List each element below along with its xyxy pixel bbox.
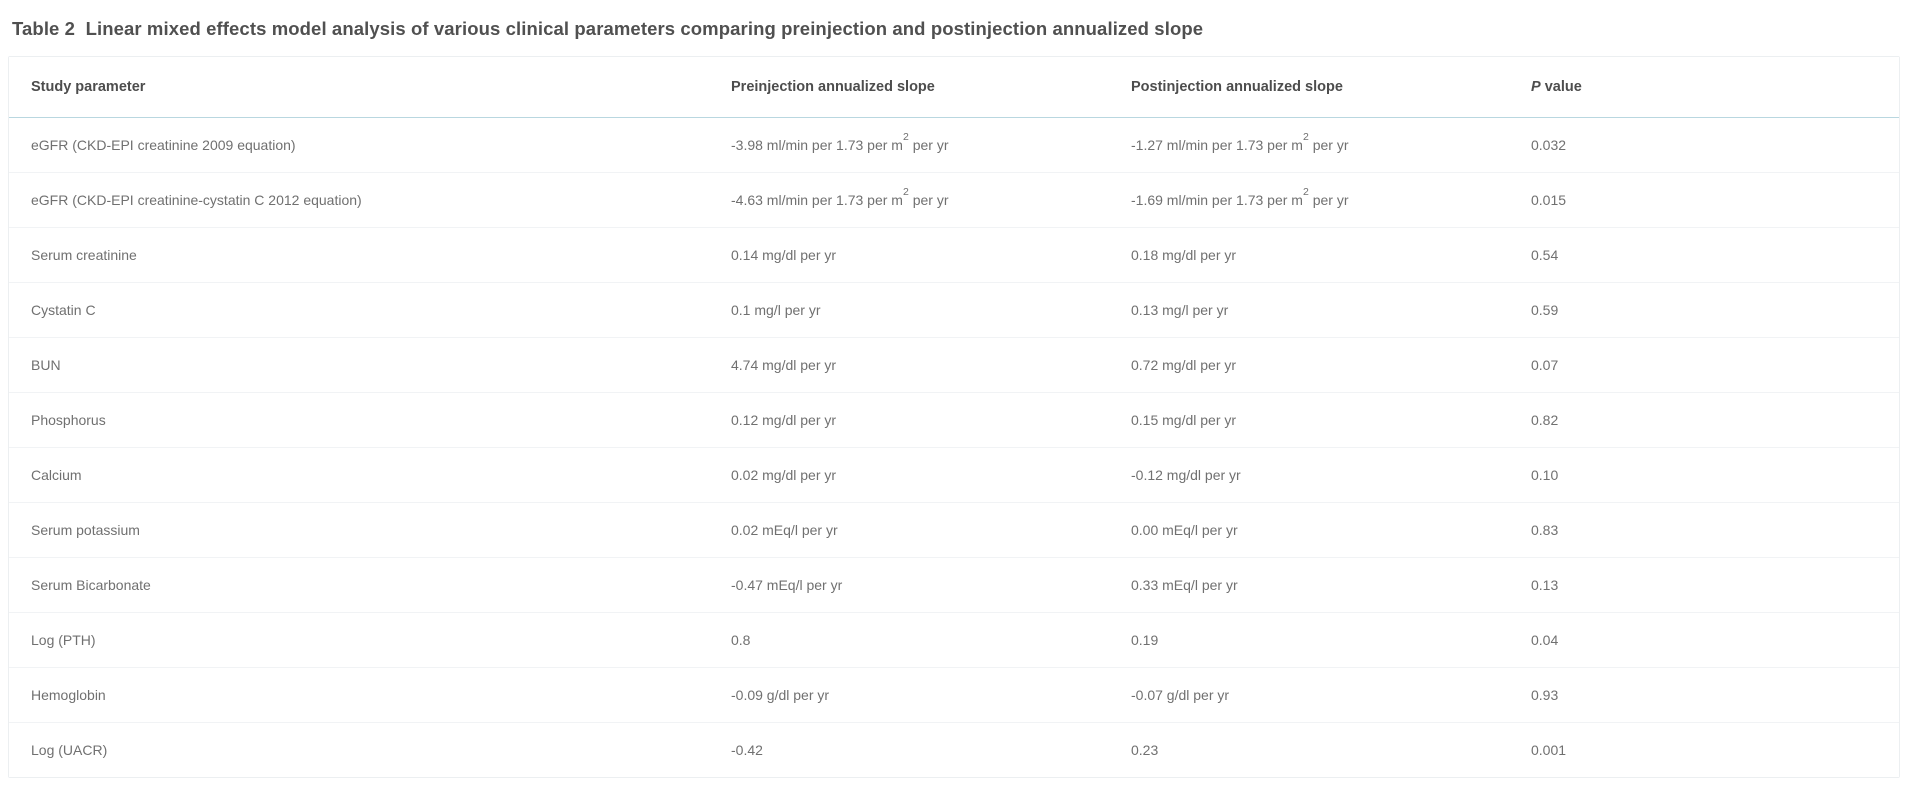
cell-pvalue: 0.82: [1509, 393, 1899, 448]
cell-preinjection: -0.47 mEq/l per yr: [709, 558, 1109, 613]
cell-postinjection: -0.12 mg/dl per yr: [1109, 448, 1509, 503]
cell-parameter: Log (UACR): [9, 723, 709, 778]
table-body: eGFR (CKD-EPI creatinine 2009 equation)-…: [9, 118, 1899, 778]
cell-parameter: Serum Bicarbonate: [9, 558, 709, 613]
cell-preinjection: 0.02 mEq/l per yr: [709, 503, 1109, 558]
cell-pvalue: 0.93: [1509, 668, 1899, 723]
table-row: Serum Bicarbonate-0.47 mEq/l per yr0.33 …: [9, 558, 1899, 613]
table-row: eGFR (CKD-EPI creatinine 2009 equation)-…: [9, 118, 1899, 173]
table-row: Serum creatinine0.14 mg/dl per yr0.18 mg…: [9, 228, 1899, 283]
cell-preinjection: 0.14 mg/dl per yr: [709, 228, 1109, 283]
cell-preinjection: 0.02 mg/dl per yr: [709, 448, 1109, 503]
cell-preinjection: 0.12 mg/dl per yr: [709, 393, 1109, 448]
cell-postinjection: 0.23: [1109, 723, 1509, 778]
data-table: Study parameter Preinjection annualized …: [9, 57, 1899, 777]
table-container: Study parameter Preinjection annualized …: [8, 56, 1900, 778]
cell-pvalue: 0.07: [1509, 338, 1899, 393]
cell-postinjection: 0.19: [1109, 613, 1509, 668]
col-header-preinjection: Preinjection annualized slope: [709, 57, 1109, 118]
table-figure: Table 2 Linear mixed effects model analy…: [0, 0, 1908, 798]
cell-parameter: Calcium: [9, 448, 709, 503]
table-title: Linear mixed effects model analysis of v…: [86, 18, 1204, 39]
cell-parameter: Serum creatinine: [9, 228, 709, 283]
table-row: Serum potassium0.02 mEq/l per yr0.00 mEq…: [9, 503, 1899, 558]
cell-preinjection: 0.1 mg/l per yr: [709, 283, 1109, 338]
cell-pvalue: 0.13: [1509, 558, 1899, 613]
table-caption: Table 2 Linear mixed effects model analy…: [12, 18, 1900, 40]
col-header-pvalue: P value: [1509, 57, 1899, 118]
cell-preinjection: 4.74 mg/dl per yr: [709, 338, 1109, 393]
cell-parameter: Phosphorus: [9, 393, 709, 448]
cell-preinjection: 0.8: [709, 613, 1109, 668]
cell-postinjection: -0.07 g/dl per yr: [1109, 668, 1509, 723]
cell-parameter: BUN: [9, 338, 709, 393]
cell-postinjection: 0.72 mg/dl per yr: [1109, 338, 1509, 393]
cell-postinjection: 0.13 mg/l per yr: [1109, 283, 1509, 338]
table-row: Phosphorus0.12 mg/dl per yr0.15 mg/dl pe…: [9, 393, 1899, 448]
cell-postinjection: -1.69 ml/min per 1.73 per m2 per yr: [1109, 173, 1509, 228]
cell-pvalue: 0.54: [1509, 228, 1899, 283]
cell-postinjection: 0.15 mg/dl per yr: [1109, 393, 1509, 448]
cell-parameter: eGFR (CKD-EPI creatinine 2009 equation): [9, 118, 709, 173]
cell-parameter: Serum potassium: [9, 503, 709, 558]
cell-pvalue: 0.015: [1509, 173, 1899, 228]
cell-postinjection: -1.27 ml/min per 1.73 per m2 per yr: [1109, 118, 1509, 173]
cell-preinjection: -3.98 ml/min per 1.73 per m2 per yr: [709, 118, 1109, 173]
table-row: Cystatin C0.1 mg/l per yr0.13 mg/l per y…: [9, 283, 1899, 338]
cell-parameter: Cystatin C: [9, 283, 709, 338]
cell-postinjection: 0.33 mEq/l per yr: [1109, 558, 1509, 613]
cell-postinjection: 0.18 mg/dl per yr: [1109, 228, 1509, 283]
col-header-postinjection: Postinjection annualized slope: [1109, 57, 1509, 118]
cell-pvalue: 0.83: [1509, 503, 1899, 558]
table-header-row: Study parameter Preinjection annualized …: [9, 57, 1899, 118]
cell-preinjection: -0.42: [709, 723, 1109, 778]
cell-pvalue: 0.59: [1509, 283, 1899, 338]
cell-pvalue: 0.10: [1509, 448, 1899, 503]
cell-preinjection: -4.63 ml/min per 1.73 per m2 per yr: [709, 173, 1109, 228]
cell-parameter: Log (PTH): [9, 613, 709, 668]
table-row: Hemoglobin-0.09 g/dl per yr-0.07 g/dl pe…: [9, 668, 1899, 723]
table-row: Calcium0.02 mg/dl per yr-0.12 mg/dl per …: [9, 448, 1899, 503]
table-row: Log (UACR)-0.420.230.001: [9, 723, 1899, 778]
cell-pvalue: 0.032: [1509, 118, 1899, 173]
table-row: eGFR (CKD-EPI creatinine-cystatin C 2012…: [9, 173, 1899, 228]
cell-postinjection: 0.00 mEq/l per yr: [1109, 503, 1509, 558]
cell-parameter: Hemoglobin: [9, 668, 709, 723]
cell-preinjection: -0.09 g/dl per yr: [709, 668, 1109, 723]
cell-pvalue: 0.04: [1509, 613, 1899, 668]
cell-pvalue: 0.001: [1509, 723, 1899, 778]
cell-parameter: eGFR (CKD-EPI creatinine-cystatin C 2012…: [9, 173, 709, 228]
table-label: Table 2: [12, 18, 75, 39]
table-row: Log (PTH)0.80.190.04: [9, 613, 1899, 668]
table-row: BUN4.74 mg/dl per yr0.72 mg/dl per yr0.0…: [9, 338, 1899, 393]
col-header-parameter: Study parameter: [9, 57, 709, 118]
